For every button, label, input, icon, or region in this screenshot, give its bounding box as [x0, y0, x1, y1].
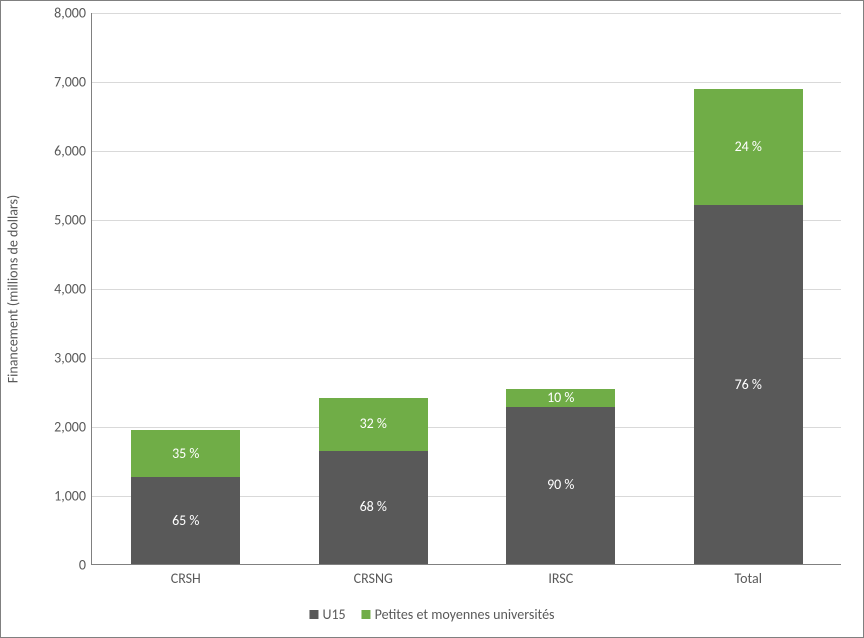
bar-segment-label: 90 % — [506, 476, 615, 493]
x-tick-label: CRSNG — [354, 564, 393, 587]
y-axis-title-container: Financement (millions de dollars) — [1, 1, 31, 577]
x-tick-label: IRSC — [548, 564, 573, 587]
gridline — [92, 13, 841, 14]
gridline — [92, 82, 841, 83]
bar-segment-label: 32 % — [319, 415, 428, 432]
legend-item: Petites et moyennes universités — [362, 605, 555, 623]
y-tick-label: 7,000 — [54, 74, 92, 91]
y-tick-label: 3,000 — [54, 350, 92, 367]
legend: U15 Petites et moyennes universités — [301, 604, 562, 623]
x-tick-label: CRSH — [171, 564, 201, 587]
y-tick-label: 6,000 — [54, 143, 92, 160]
legend-text: Petites et moyennes universités — [375, 606, 555, 623]
y-tick-label: 4,000 — [54, 281, 92, 298]
y-tick-label: 8,000 — [54, 5, 92, 22]
y-tick-label: 2,000 — [54, 419, 92, 436]
stacked-bar-chart: Financement (millions de dollars) 01,000… — [0, 0, 864, 638]
bar-segment-label: 65 % — [131, 512, 240, 529]
x-tick-label: Total — [735, 564, 762, 587]
y-tick-label: 0 — [79, 557, 92, 574]
y-tick-label: 5,000 — [54, 212, 92, 229]
bar-segment-label: 68 % — [319, 498, 428, 515]
bar-segment-label: 35 % — [131, 445, 240, 462]
y-axis-title: Financement (millions de dollars) — [5, 195, 22, 384]
legend-item: U15 — [309, 605, 345, 623]
legend-swatch — [309, 610, 318, 619]
bar-segment-label: 76 % — [694, 376, 803, 393]
legend-swatch — [362, 610, 371, 619]
plot-area: 01,0002,0003,0004,0005,0006,0007,0008,00… — [91, 13, 841, 565]
legend-text: U15 — [322, 606, 345, 623]
y-tick-label: 1,000 — [54, 488, 92, 505]
bar-segment-label: 24 % — [694, 138, 803, 155]
bar-segment-label: 10 % — [506, 389, 615, 406]
